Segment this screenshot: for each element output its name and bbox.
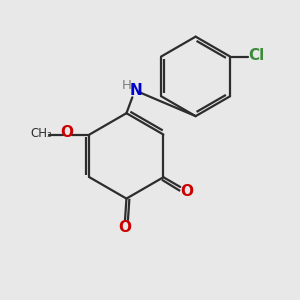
Text: CH₃: CH₃ <box>30 127 52 140</box>
Text: O: O <box>61 125 74 140</box>
Text: O: O <box>181 184 194 200</box>
Text: Cl: Cl <box>248 48 265 63</box>
Text: O: O <box>118 220 131 235</box>
Text: N: N <box>130 83 142 98</box>
Text: H: H <box>122 79 131 92</box>
